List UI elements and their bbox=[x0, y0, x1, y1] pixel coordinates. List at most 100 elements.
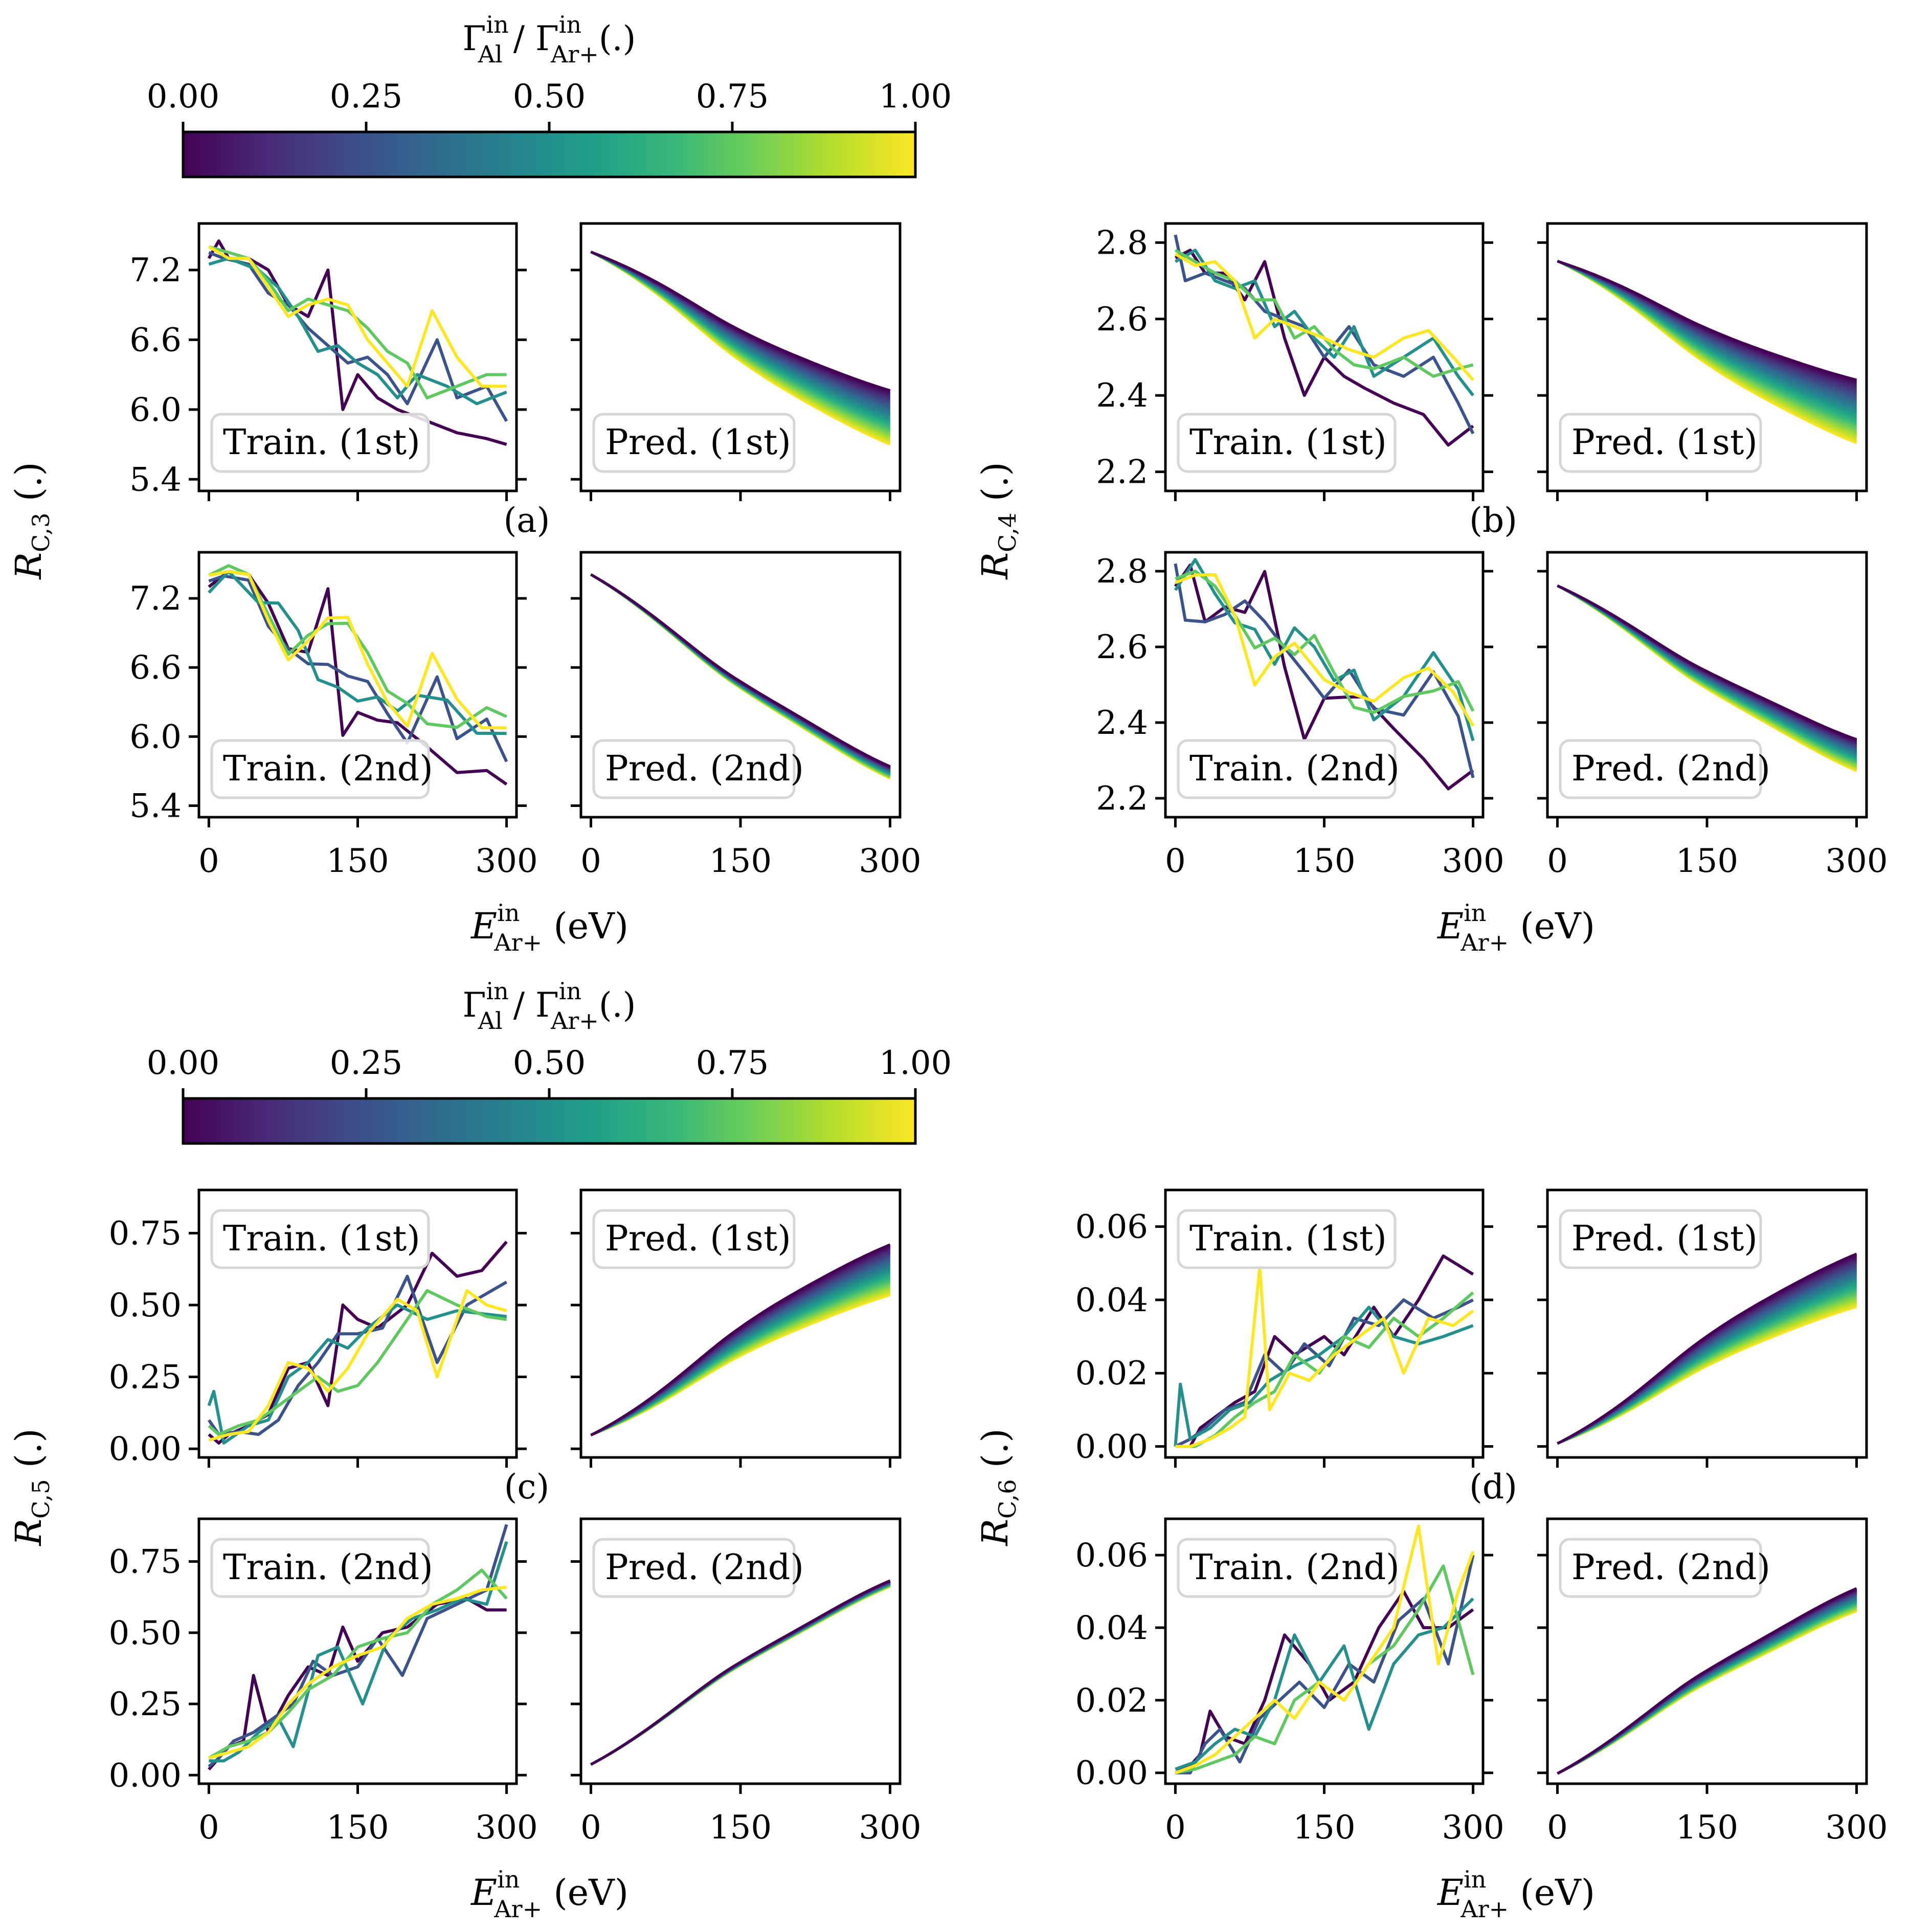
x-tick-label: 0 bbox=[1547, 842, 1568, 880]
series-group bbox=[208, 564, 508, 786]
colorbar-tick-label: 0.25 bbox=[330, 78, 403, 116]
legend-box bbox=[592, 739, 796, 799]
x-tick-label: 300 bbox=[1442, 1809, 1504, 1847]
legend-box bbox=[1559, 413, 1762, 473]
prediction-line bbox=[590, 251, 891, 392]
train-series-line bbox=[1175, 1555, 1475, 1774]
legend-box bbox=[1177, 1538, 1397, 1598]
colorbar-gradient bbox=[182, 130, 917, 178]
y-tick-label: 2.6 bbox=[1096, 628, 1148, 666]
colorbar-tick-label: 0.50 bbox=[513, 1044, 586, 1082]
y-tick-label: 0.75 bbox=[109, 1543, 182, 1581]
train-series-line bbox=[1175, 1564, 1475, 1774]
legend-label: Train. (1st) bbox=[1189, 422, 1387, 463]
legend-label: Train. (2nd) bbox=[223, 749, 433, 789]
prediction-line bbox=[590, 251, 891, 396]
train-series-line bbox=[1175, 1291, 1474, 1448]
y-tick-label: 0.06 bbox=[1075, 1208, 1149, 1246]
series-group bbox=[207, 239, 508, 446]
x-tick-label: 0 bbox=[580, 842, 601, 880]
legend-label: Train. (1st) bbox=[1189, 1219, 1387, 1259]
colorbar-tick-label: 0.50 bbox=[513, 78, 586, 116]
legend-label: Pred. (1st) bbox=[1571, 422, 1758, 463]
series-group bbox=[590, 251, 891, 446]
y-tick-label: 2.2 bbox=[1096, 454, 1148, 491]
colorbar-tick-label: 0.00 bbox=[147, 1044, 220, 1082]
series-group bbox=[1557, 1252, 1857, 1445]
train-series-line bbox=[1175, 569, 1475, 714]
y-tick-label: 5.4 bbox=[129, 787, 182, 825]
prediction-line bbox=[1557, 585, 1857, 741]
legend-label: Train. (1st) bbox=[223, 422, 420, 463]
y-tick-label: 0.00 bbox=[1075, 1428, 1149, 1466]
x-tick-label: 150 bbox=[1676, 842, 1738, 880]
y-tick-label: 2.8 bbox=[1096, 224, 1148, 262]
y-tick-label: 0.04 bbox=[1075, 1609, 1149, 1647]
prediction-line bbox=[1557, 1587, 1857, 1775]
x-tick-label: 300 bbox=[1442, 842, 1504, 880]
x-tick-label: 150 bbox=[326, 1809, 389, 1847]
panel-letter: (b) bbox=[1469, 501, 1517, 540]
y-tick-label: 0.50 bbox=[109, 1614, 182, 1652]
train-series-line bbox=[1175, 1265, 1474, 1448]
x-tick-label: 150 bbox=[709, 1809, 772, 1847]
legend-label: Pred. (2nd) bbox=[605, 1547, 804, 1588]
x-tick-label: 300 bbox=[859, 1809, 921, 1847]
y-tick-label: 0.02 bbox=[1075, 1682, 1149, 1720]
y-tick-label: 5.4 bbox=[129, 461, 182, 499]
x-tick-label: 150 bbox=[709, 842, 772, 880]
series-group bbox=[1557, 584, 1857, 772]
panel-letter: (d) bbox=[1469, 1467, 1517, 1507]
y-tick-label: 2.2 bbox=[1096, 780, 1148, 818]
panel-pred-second: Pred. (2nd) bbox=[1537, 1517, 1868, 1794]
legend-box bbox=[1559, 1209, 1762, 1269]
train-series-line bbox=[208, 1241, 508, 1445]
x-tick-label: 150 bbox=[1676, 1809, 1738, 1847]
legend-box bbox=[1559, 1538, 1762, 1598]
y-axis-label-text: RC,5 (.) bbox=[8, 1428, 55, 1546]
y-tick-label: 6.6 bbox=[129, 321, 182, 359]
x-axis-label: Ein Ar+ (eV) bbox=[1436, 1866, 1595, 1923]
train-series-line bbox=[208, 570, 507, 735]
x-tick-label: 0 bbox=[1165, 842, 1186, 880]
x-tick-label: 150 bbox=[326, 842, 389, 880]
train-series-line bbox=[1174, 1306, 1474, 1447]
y-axis-label: RC,6 (.) bbox=[974, 1428, 1021, 1546]
colorbar-tick-label: 0.75 bbox=[696, 78, 769, 116]
train-series-line bbox=[1175, 1589, 1474, 1774]
legend-label: Pred. (1st) bbox=[605, 422, 791, 463]
legend-label: Train. (2nd) bbox=[223, 1547, 433, 1588]
prediction-line bbox=[590, 573, 891, 768]
panel-train-first: 5.4 6.0 6.6 7.2 Train. (1st) bbox=[129, 222, 527, 501]
legend-box bbox=[592, 1209, 796, 1269]
y-tick-label: 2.8 bbox=[1096, 553, 1148, 591]
panel-pred-first: Pred. (1st) bbox=[1537, 222, 1868, 501]
legend-box bbox=[1559, 739, 1762, 799]
colorbar-tick-label: 1.00 bbox=[879, 78, 952, 116]
train-series-line bbox=[1174, 253, 1474, 381]
x-tick-label: 300 bbox=[859, 842, 921, 880]
legend-box bbox=[1177, 1209, 1397, 1269]
y-axis-label-text: RC,4 (.) bbox=[974, 462, 1021, 580]
y-tick-label: 0.00 bbox=[109, 1757, 182, 1794]
train-series-line bbox=[1175, 1597, 1474, 1771]
series-group bbox=[1175, 1524, 1475, 1774]
y-tick-label: 0.06 bbox=[1075, 1537, 1149, 1575]
x-axis-label: Ein Ar+ (eV) bbox=[1436, 899, 1595, 956]
train-series-line bbox=[208, 257, 507, 406]
legend-box bbox=[210, 1538, 430, 1598]
series-group bbox=[1557, 1587, 1857, 1775]
train-series-line bbox=[1175, 1298, 1474, 1448]
y-tick-label: 0.04 bbox=[1075, 1282, 1149, 1319]
x-tick-label: 0 bbox=[1547, 1809, 1568, 1847]
y-tick-label: 7.2 bbox=[129, 580, 182, 618]
train-series-line bbox=[207, 1303, 507, 1445]
x-tick-label: 150 bbox=[1293, 1809, 1355, 1847]
colorbar: 0.00 0.25 0.50 0.75 1.00 Γin Al / Γin Ar+(.) bbox=[147, 977, 952, 1145]
train-series-line bbox=[1175, 573, 1475, 727]
x-tick-label: 0 bbox=[1165, 1809, 1186, 1847]
y-axis-label-text: RC,3 (.) bbox=[8, 462, 55, 580]
y-tick-label: 6.0 bbox=[129, 718, 182, 756]
legend-label: Train. (2nd) bbox=[1189, 1547, 1400, 1588]
